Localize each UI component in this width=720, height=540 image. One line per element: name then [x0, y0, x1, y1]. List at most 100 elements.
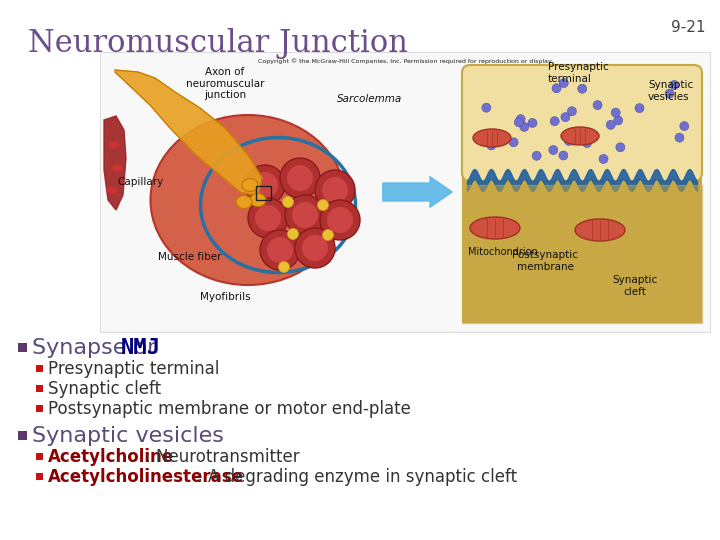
- Circle shape: [248, 198, 288, 238]
- Circle shape: [295, 228, 335, 268]
- FancyBboxPatch shape: [462, 68, 702, 323]
- Circle shape: [577, 84, 587, 93]
- Text: Copyright © the McGraw-Hill Companies, Inc. Permission required for reproduction: Copyright © the McGraw-Hill Companies, I…: [258, 58, 552, 64]
- Circle shape: [665, 89, 674, 98]
- Text: Muscle fiber: Muscle fiber: [158, 252, 222, 262]
- Circle shape: [670, 80, 679, 90]
- Circle shape: [582, 139, 592, 147]
- Text: Sarcolemma: Sarcolemma: [337, 94, 402, 104]
- Circle shape: [287, 165, 313, 191]
- Circle shape: [567, 107, 577, 116]
- Ellipse shape: [470, 217, 520, 239]
- Ellipse shape: [242, 179, 258, 192]
- Circle shape: [315, 170, 355, 210]
- Text: Synaptic
cleft: Synaptic cleft: [613, 275, 657, 297]
- Circle shape: [559, 79, 568, 87]
- Ellipse shape: [109, 141, 120, 149]
- Text: Postsynaptic
membrane: Postsynaptic membrane: [512, 251, 578, 272]
- Circle shape: [245, 165, 285, 205]
- Circle shape: [280, 158, 320, 198]
- FancyBboxPatch shape: [100, 52, 710, 332]
- Text: Postsynaptic membrane or motor end-plate: Postsynaptic membrane or motor end-plate: [48, 400, 411, 417]
- Circle shape: [282, 197, 294, 207]
- Circle shape: [606, 120, 616, 130]
- Circle shape: [267, 237, 293, 263]
- Circle shape: [292, 202, 318, 228]
- Circle shape: [302, 235, 328, 261]
- Text: Presynaptic terminal: Presynaptic terminal: [48, 360, 220, 377]
- Text: : A degrading enzyme in synaptic cleft: : A degrading enzyme in synaptic cleft: [197, 468, 517, 485]
- Text: Copyright © the McGraw-Hill Companies, Inc. Permission required for reproduction: Copyright © the McGraw-Hill Companies, I…: [258, 58, 552, 64]
- Text: NMJ: NMJ: [121, 338, 161, 357]
- Ellipse shape: [250, 193, 266, 206]
- Circle shape: [279, 261, 289, 273]
- Circle shape: [561, 113, 570, 122]
- Circle shape: [582, 134, 592, 143]
- Ellipse shape: [150, 115, 346, 285]
- Ellipse shape: [236, 195, 252, 208]
- Circle shape: [322, 177, 348, 203]
- Text: Axon of
neuromuscular
junction: Axon of neuromuscular junction: [186, 67, 264, 100]
- Circle shape: [569, 136, 577, 145]
- Bar: [18, 431, 27, 440]
- Circle shape: [260, 230, 300, 270]
- Circle shape: [550, 117, 559, 126]
- Circle shape: [516, 114, 525, 124]
- Circle shape: [635, 104, 644, 113]
- Text: Mitochondrion: Mitochondrion: [468, 247, 538, 257]
- Bar: [36, 453, 43, 460]
- Circle shape: [320, 200, 360, 240]
- Circle shape: [593, 100, 602, 110]
- Circle shape: [616, 143, 625, 152]
- Polygon shape: [115, 70, 262, 196]
- Circle shape: [252, 172, 278, 198]
- Ellipse shape: [473, 129, 511, 147]
- Text: Myofibrils: Myofibrils: [199, 292, 251, 302]
- Circle shape: [323, 230, 333, 240]
- Polygon shape: [104, 116, 126, 210]
- Text: : Neurotransmitter: : Neurotransmitter: [145, 448, 300, 465]
- Text: Synaptic cleft: Synaptic cleft: [48, 380, 161, 397]
- Circle shape: [564, 137, 573, 145]
- Ellipse shape: [575, 219, 625, 241]
- Text: Neuromuscular Junction: Neuromuscular Junction: [28, 28, 408, 59]
- Text: Acetylcholinesterase: Acetylcholinesterase: [48, 468, 244, 485]
- Bar: [36, 385, 43, 392]
- Circle shape: [327, 207, 353, 233]
- Ellipse shape: [561, 127, 599, 145]
- Bar: [36, 473, 43, 480]
- Circle shape: [482, 103, 491, 112]
- Circle shape: [549, 146, 558, 154]
- Circle shape: [509, 138, 518, 147]
- Text: Synaptic vesicles: Synaptic vesicles: [32, 426, 224, 446]
- Circle shape: [490, 135, 499, 144]
- Circle shape: [318, 199, 328, 211]
- FancyArrowPatch shape: [383, 177, 452, 207]
- Circle shape: [680, 122, 689, 131]
- Circle shape: [552, 84, 561, 93]
- Circle shape: [675, 133, 684, 142]
- Circle shape: [255, 205, 281, 231]
- Circle shape: [611, 108, 620, 117]
- Circle shape: [528, 118, 537, 127]
- Circle shape: [487, 141, 496, 150]
- Circle shape: [613, 116, 623, 125]
- Text: Presynaptic
terminal: Presynaptic terminal: [548, 62, 608, 84]
- Circle shape: [599, 154, 608, 164]
- Ellipse shape: [107, 186, 117, 193]
- Text: Synaptic
vesicles: Synaptic vesicles: [648, 80, 693, 102]
- Circle shape: [559, 151, 568, 160]
- Bar: [36, 365, 43, 372]
- Bar: [18, 343, 27, 352]
- Bar: [36, 405, 43, 412]
- Text: Capillary: Capillary: [117, 177, 163, 187]
- Ellipse shape: [112, 165, 122, 172]
- Circle shape: [532, 151, 541, 160]
- Circle shape: [514, 118, 523, 127]
- Text: Synapse or: Synapse or: [32, 338, 163, 357]
- Circle shape: [285, 195, 325, 235]
- Circle shape: [287, 228, 299, 240]
- Text: 9-21: 9-21: [670, 20, 705, 35]
- FancyBboxPatch shape: [462, 65, 702, 181]
- Text: Acetylcholine: Acetylcholine: [48, 448, 174, 465]
